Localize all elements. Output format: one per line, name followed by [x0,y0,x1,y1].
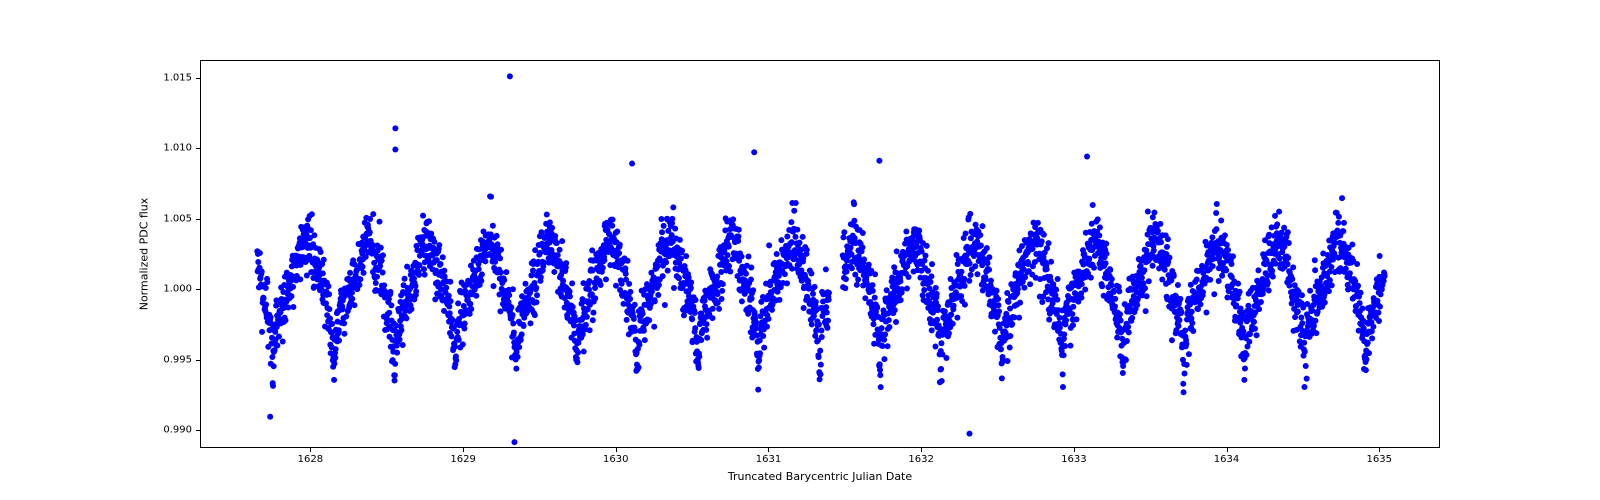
y-tick-label: 1.000 [163,284,192,295]
y-tick-label: 0.995 [163,354,192,365]
plot-axes [200,60,1440,448]
y-tick [196,360,200,361]
y-tick [196,148,200,149]
x-tick-label: 1632 [908,454,933,465]
x-tick-label: 1631 [756,454,781,465]
y-tick-label: 1.015 [163,73,192,84]
scatter-plot [201,61,1441,449]
x-tick-label: 1629 [450,454,475,465]
x-tick [310,448,311,452]
x-tick-label: 1634 [1214,454,1239,465]
y-tick [196,219,200,220]
figure: Truncated Barycentric Julian Date Normal… [0,0,1600,500]
y-tick [196,78,200,79]
x-tick [616,448,617,452]
x-tick-label: 1630 [603,454,628,465]
y-tick [196,430,200,431]
y-tick-label: 1.010 [163,143,192,154]
x-tick [1379,448,1380,452]
x-tick [921,448,922,452]
x-tick [463,448,464,452]
x-tick [1227,448,1228,452]
y-axis-label: Normalized PDC flux [138,198,151,311]
y-tick-label: 0.990 [163,424,192,435]
x-tick-label: 1628 [298,454,323,465]
x-tick-label: 1633 [1061,454,1086,465]
x-axis-label: Truncated Barycentric Julian Date [728,470,912,483]
y-tick [196,289,200,290]
x-tick [768,448,769,452]
x-tick-label: 1635 [1366,454,1391,465]
x-tick [1074,448,1075,452]
y-tick-label: 1.005 [163,213,192,224]
